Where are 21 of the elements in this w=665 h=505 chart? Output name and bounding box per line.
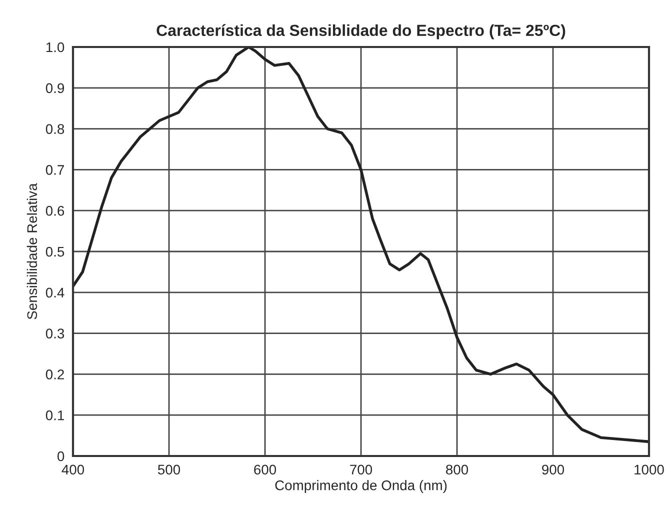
y-axis-title: Sensibilidade Relativa <box>26 183 38 320</box>
x-axis-title: Comprimento de Onda (nm) <box>275 480 447 494</box>
x-tick-label: 600 <box>254 464 276 475</box>
y-tick-label: 0.8 <box>46 124 64 134</box>
y-tick-label: 1.0 <box>46 42 64 52</box>
x-tick-label: 700 <box>350 464 372 475</box>
y-tick-label: 0.6 <box>46 206 64 216</box>
y-tick-label: 0.5 <box>46 246 64 257</box>
y-tick-label: 0.7 <box>46 165 64 175</box>
y-tick-label: 0.2 <box>46 370 64 380</box>
y-tick-label: 0.1 <box>46 410 64 420</box>
x-tick-label: 1000 <box>634 464 664 475</box>
x-tick-label: 400 <box>62 464 84 475</box>
y-tick-label: 0 <box>57 451 64 462</box>
chart-title: Característica da Sensiblidade do Espectro (Ta= 25ºC) <box>156 24 566 40</box>
x-tick-label: 500 <box>158 464 180 475</box>
y-tick-label: 0.4 <box>46 288 64 298</box>
y-tick-label: 0.9 <box>46 83 64 94</box>
x-tick-label: 900 <box>542 464 564 475</box>
y-tick-label: 0.3 <box>46 328 64 338</box>
x-tick-label: 800 <box>446 464 468 475</box>
